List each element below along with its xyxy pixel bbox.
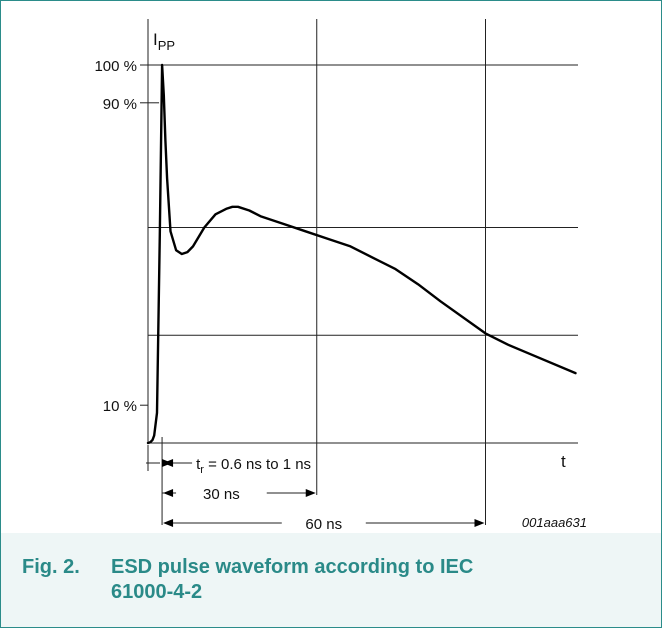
rise-arrow-right-head	[163, 459, 174, 467]
span-60-left-head	[163, 519, 174, 527]
y-tick-label-1: 90 %	[103, 96, 137, 113]
span-60-right-head	[474, 519, 485, 527]
y-tick-label-2: 10 %	[103, 398, 137, 415]
figure-number: Fig. 2.	[22, 556, 80, 578]
waveform-series	[146, 63, 577, 445]
grid-lines	[147, 19, 578, 443]
figure-caption: Fig. 2. ESD pulse waveform according to …	[1, 533, 661, 627]
rise-time-label: tr = 0.6 ns to 1 ns	[196, 456, 311, 476]
esd-waveform-chart: 100 % 90 % 10 % tr = 0.6 ns to 1 ns 30 ns 60…	[94, 19, 587, 533]
span-30-left-head	[163, 489, 174, 497]
y-axis-label: IPP	[153, 30, 175, 53]
y-ticks: 100 % 90 % 10 %	[94, 58, 160, 415]
time-annotations: tr = 0.6 ns to 1 ns 30 ns 60 ns	[146, 437, 486, 533]
x-axis-label: t	[561, 452, 566, 471]
span-30-right-head	[305, 489, 316, 497]
plot-area: 100 % 90 % 10 % tr = 0.6 ns to 1 ns 30 ns 60…	[1, 1, 661, 533]
figure-code: 001aaa631	[522, 515, 587, 530]
span-30-label: 30 ns	[203, 486, 240, 503]
span-60-label: 60 ns	[305, 516, 342, 533]
y-tick-label-0: 100 %	[94, 58, 137, 75]
figure-title: ESD pulse waveform according to IEC 6100…	[111, 556, 474, 603]
waveform-curve	[146, 63, 577, 445]
